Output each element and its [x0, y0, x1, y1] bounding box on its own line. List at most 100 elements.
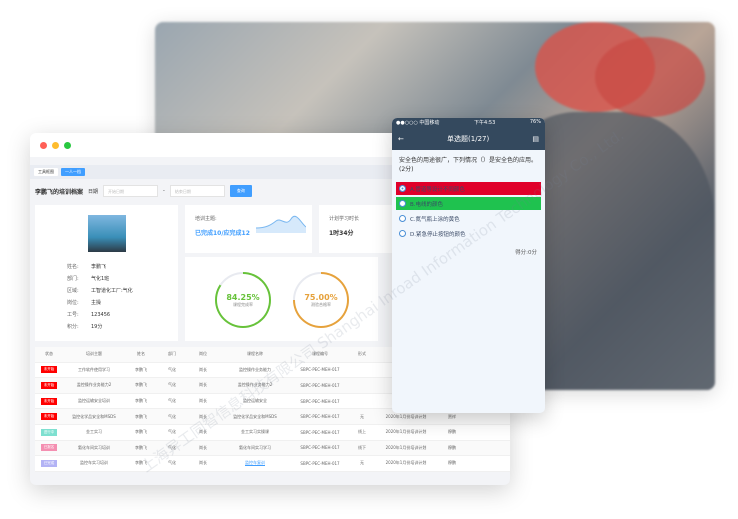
table-row[interactable]: 进行中 金工实习 李鹏飞 气化 岗长 金工实习实操课 SBPC-PEC-MEH-017 线上 2…	[35, 425, 510, 441]
table-cell: 穆鹏	[448, 444, 456, 450]
table-row[interactable]: 未开始 工作软件使用学习 李鹏飞 气化 岗长 监控操作业务能力 SBPC-PEC-MEH-0…	[35, 363, 510, 379]
profile-field: 区域: 工智道化工厂:气化	[67, 285, 133, 297]
status-bar: ●●○○○ 中国移动 下午4:53 76%	[392, 118, 545, 128]
table-cell: 监控化学品安全和MSDS	[233, 413, 277, 419]
table-cell: 岗长	[199, 398, 207, 404]
ring-value: 75.00%	[304, 292, 338, 302]
training-label: 培训主题:	[195, 216, 217, 222]
radio-icon[interactable]	[399, 200, 406, 207]
option-2[interactable]: C.氮气瓶上涂的黄色	[396, 212, 541, 225]
column-header: 课程名称	[247, 351, 263, 357]
profile-card: 姓名: 李鹏飞 部门: 气化1班 区域: 工智道化工厂:气化 岗位: 主操 工号: 123456 积…	[35, 205, 178, 341]
ring-label: 课程完成率	[233, 301, 253, 307]
avatar	[88, 215, 126, 252]
field-key: 部门:	[67, 276, 79, 282]
table-cell: 线上	[358, 429, 366, 435]
close-dot[interactable]	[40, 141, 47, 149]
table-cell: 李鹏飞	[135, 429, 147, 435]
start-date-input[interactable]: 开始日期	[103, 185, 159, 197]
ring-label: 测验合格率	[311, 301, 331, 307]
profile-field: 工号: 123456	[67, 309, 133, 321]
radio-icon[interactable]	[399, 215, 406, 222]
table-row[interactable]: 已完成 监控车实习培训 李鹏飞 气化 岗长 监控车复训 SBPC-PEC-MEH-017 无 2…	[35, 456, 510, 472]
profile-field: 岗位: 主操	[67, 297, 133, 309]
field-value: 工智道化工厂:气化	[91, 288, 133, 294]
answer-card-icon[interactable]: ▤	[532, 135, 539, 143]
table-row[interactable]: 未开始 监控运输安全培训 李鹏飞 气化 岗长 监控运输安全 SBPC-PEC-MEH-017	[35, 394, 510, 410]
radio-icon[interactable]	[399, 230, 406, 237]
table-cell: 李鹏飞	[135, 398, 147, 404]
quiz-title: 单选题(1/27)	[447, 135, 490, 143]
option-3[interactable]: D.紧急停止按钮的颜色	[396, 227, 541, 240]
table-cell: 监控操作业务能力2	[76, 382, 112, 388]
option-0[interactable]: A.管道等设计不同颜色	[396, 182, 541, 195]
table-cell: 线下	[358, 444, 366, 450]
table-cell: 金工实习实操课	[241, 429, 269, 435]
status-badge: 未开始	[40, 413, 58, 421]
table-cell: 金工实习	[86, 429, 102, 435]
toolbar: 李鹏飞的培训档案 日期 开始日期 - 结束日期 查询	[30, 179, 510, 203]
question-text: 安全色的用途很广，下列情况（）是安全色的应用。(2分)	[399, 157, 538, 173]
training-card: 培训主题: 已完成10/应完成12	[185, 205, 312, 253]
table-cell: 岗长	[199, 366, 207, 372]
table-cell: 李鹏飞	[135, 382, 147, 388]
status-badge: 未开始	[40, 366, 58, 374]
table-cell: 无	[360, 460, 364, 466]
table-cell: 李鹏飞	[135, 444, 147, 450]
table-cell: 穆鹏	[448, 460, 456, 466]
tab-bar: 工具框图 一人一档	[30, 165, 510, 179]
column-header: 形式	[358, 351, 366, 357]
date-label: 日期	[88, 188, 99, 195]
column-header: 姓名	[137, 351, 145, 357]
status-badge: 进行中	[40, 428, 58, 436]
table-cell: 2020年1月份培训计划	[385, 429, 427, 435]
profile-field: 积分: 19分	[67, 321, 133, 333]
end-date-input[interactable]: 结束日期	[169, 185, 225, 197]
tab-archive[interactable]: 一人一档	[61, 168, 85, 176]
field-key: 岗位:	[67, 300, 79, 306]
radio-icon[interactable]	[399, 185, 406, 192]
plan-label: 计划学习时长	[329, 216, 360, 222]
search-button[interactable]: 查询	[229, 185, 252, 197]
table-cell: 气化	[168, 429, 176, 435]
tab-tool[interactable]: 工具框图	[34, 168, 58, 176]
table-cell: 贾祥	[448, 413, 456, 419]
table-cell: 李鹏飞	[135, 460, 147, 466]
option-1[interactable]: B.电线的颜色	[396, 197, 541, 210]
progress-ring: 75.00% 测验合格率	[293, 272, 349, 328]
table-cell: 岗长	[199, 460, 207, 466]
table-cell: 2020年1月份培训计划	[385, 413, 427, 419]
field-key: 积分:	[67, 324, 79, 330]
score: 得分:0分	[515, 250, 537, 256]
battery: 76%	[529, 119, 541, 125]
table-cell: 监控操作业务能力2	[237, 382, 273, 388]
field-value: 主操	[91, 300, 102, 306]
table-cell: SBPC-PEC-MEH-017	[300, 445, 340, 451]
field-value: 气化1班	[91, 276, 110, 282]
carrier: ●●○○○ 中国移动	[396, 120, 440, 126]
maximize-dot[interactable]	[64, 141, 71, 149]
progress-ring: 84.25% 课程完成率	[215, 272, 271, 328]
table-cell: 监控车实习培训	[80, 460, 108, 466]
table-cell: 无	[360, 413, 364, 419]
table-cell: 监控运输安全培训	[78, 398, 110, 404]
column-header: 培训主题	[86, 351, 102, 357]
table-row[interactable]: 已报名 氨化车间实习培训 李鹏飞 气化 岗长 氨化车间实习学习 SBPC-PEC-MEH-0…	[35, 440, 510, 457]
column-header: 状态	[45, 351, 53, 357]
table-cell: SBPC-PEC-MEH-017	[300, 414, 340, 420]
back-arrow-icon[interactable]: ←	[398, 135, 404, 143]
table-row[interactable]: 未开始 监控操作业务能力2 李鹏飞 气化 岗长 监控操作业务能力2 SBPC-PEC-MEH…	[35, 378, 510, 394]
minimize-dot[interactable]	[52, 141, 59, 149]
field-key: 区域:	[67, 288, 79, 294]
table-cell: 监控化学品安全和MSDS	[72, 413, 116, 419]
page-title: 李鹏飞的培训档案	[35, 188, 84, 196]
table-cell[interactable]: 监控车复训	[245, 460, 265, 466]
table-cell: SBPC-PEC-MEH-017	[300, 367, 340, 373]
field-key: 姓名:	[67, 264, 79, 270]
table-cell: 气化	[168, 413, 176, 419]
status-badge: 未开始	[40, 381, 58, 389]
table-row[interactable]: 未开始 监控化学品安全和MSDS 李鹏飞 气化 岗长 监控化学品安全和MSDS SBPC-P…	[35, 409, 510, 425]
option-label: A.管道等设计不同颜色	[410, 186, 465, 193]
field-value: 李鹏飞	[91, 264, 107, 270]
date-separator: -	[163, 188, 165, 194]
